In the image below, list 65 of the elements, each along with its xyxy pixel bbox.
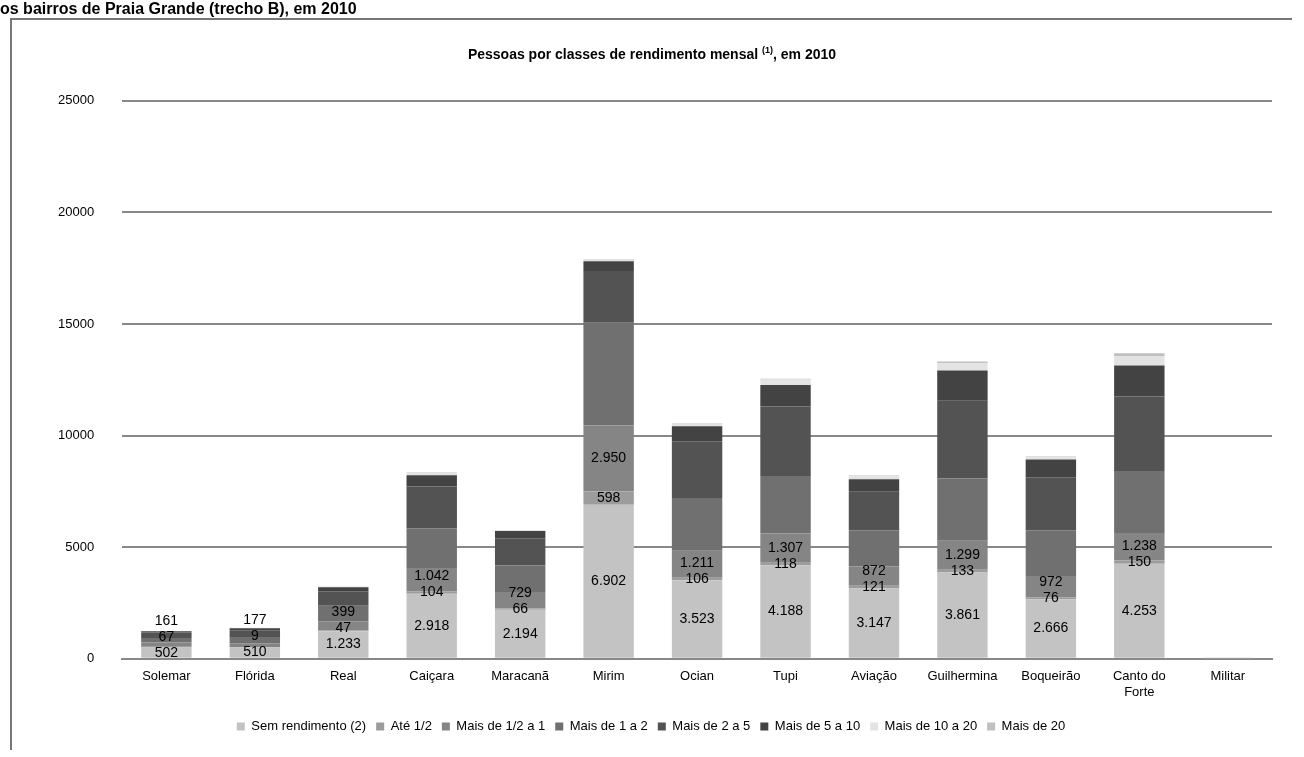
- data-label: 76: [1043, 589, 1059, 606]
- legend-label: Mais de 5 a 10: [774, 718, 861, 734]
- data-label: 106: [685, 569, 709, 586]
- data-label: 729: [508, 583, 533, 600]
- x-tick-label: Militar: [1210, 668, 1246, 684]
- data-label: 177: [243, 611, 267, 628]
- y-tick-label: 10000: [57, 427, 95, 443]
- y-tick-label: 25000: [57, 92, 95, 108]
- data-label: 399: [331, 603, 356, 620]
- x-tick-label: Mirim: [592, 668, 625, 684]
- text: os bairros de Praia Grande (trecho B), em 2010: [0, 0, 357, 18]
- legend-label: Sem rendimento (2): [251, 718, 367, 734]
- x-tick-label: Flórida: [234, 668, 276, 684]
- legend-label: Mais de 2 a 5: [672, 718, 751, 734]
- data-label: 1.238: [1121, 537, 1158, 554]
- data-label: 133: [950, 562, 975, 578]
- data-label: 510: [243, 643, 267, 660]
- y-tick-label: 5000: [65, 538, 95, 554]
- legend-label: Mais de 10 a 20: [884, 718, 978, 734]
- data-label: 104: [420, 583, 444, 600]
- x-tick-label: Aviação: [850, 668, 897, 684]
- data-label: 3.147: [856, 614, 892, 631]
- y-tick-label: 20000: [57, 203, 95, 219]
- data-label: 872: [862, 562, 886, 579]
- data-label: 1.211: [680, 553, 715, 570]
- data-label: 1.299: [944, 546, 981, 562]
- x-tick-label: Canto do Forte: [1112, 668, 1166, 699]
- data-label: 6.902: [591, 572, 627, 589]
- y-tick-label: 0: [86, 650, 95, 666]
- data-label: 118: [774, 554, 797, 571]
- y-tick-label: 15000: [57, 315, 95, 331]
- x-tick-label: Caiçara: [409, 668, 455, 684]
- data-label: 3.523: [679, 609, 715, 626]
- data-label: 598: [596, 488, 621, 505]
- data-label: 4.253: [1121, 601, 1158, 618]
- data-label: 47: [335, 619, 352, 636]
- data-label: 3.861: [944, 606, 981, 623]
- data-label: 2.666: [1033, 619, 1069, 636]
- x-tick-label: Boqueirão: [1021, 668, 1081, 684]
- data-label: 9: [250, 627, 259, 644]
- legend-label: Até 1/2: [390, 718, 432, 734]
- data-label: 161: [154, 611, 179, 628]
- data-label: 502: [154, 643, 179, 660]
- data-label: 150: [1127, 553, 1152, 570]
- x-tick-label: Solemar: [142, 668, 192, 684]
- data-label: 1.042: [414, 567, 450, 584]
- data-label: 2.918: [414, 616, 450, 633]
- data-label: 972: [1039, 573, 1063, 590]
- data-label: 66: [512, 599, 529, 616]
- legend-label: Mais de 1/2 a 1: [456, 718, 546, 734]
- x-tick-label: Maracanã: [491, 668, 550, 684]
- data-label: 121: [862, 578, 886, 595]
- data-label: 1.307: [768, 538, 804, 555]
- legend-label: Mais de 20: [1001, 718, 1066, 734]
- x-tick-label: Guilhermina: [927, 668, 999, 684]
- data-label: 67: [158, 627, 175, 644]
- x-tick-label: Ocian: [680, 668, 715, 684]
- data-label: 4.188: [768, 602, 804, 619]
- data-label: 1.233: [325, 635, 361, 652]
- chart-title: Pessoas por classes de rendimento mensal $^{(1)}$, em 2010: [466, 45, 838, 62]
- x-tick-label: Real: [329, 668, 357, 684]
- x-tick-label: Tupi: [773, 668, 799, 684]
- legend-label: Mais de 1 a 2: [569, 718, 648, 734]
- data-label: 2.950: [591, 449, 627, 466]
- data-label: 2.194: [502, 624, 538, 641]
